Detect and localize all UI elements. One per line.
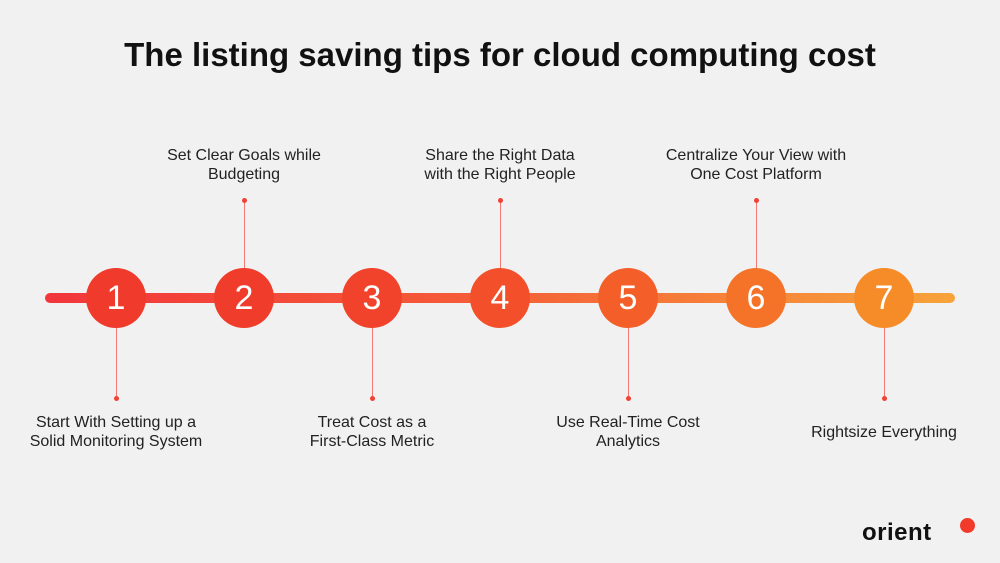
connector-dot [497,198,503,203]
step-label-line: Use Real-Time Cost [556,414,700,431]
step-label: Use Real-Time Cost Analytics [508,413,748,451]
connector-line [883,328,885,398]
step-label-line: Treat Cost as a [317,414,427,431]
step-label-line: Set Clear Goals while [167,147,321,164]
step-label-line: with the Right People [424,166,576,183]
connector-line [371,328,373,398]
step-number-circle: 1 [86,268,146,328]
step-number-circle: 5 [598,268,658,328]
connector-line [115,328,117,398]
orient-logo: orient [862,519,932,546]
step-label-line: Centralize Your View with [665,147,847,164]
connector-dot [113,396,119,401]
logo-dot-icon [960,518,975,533]
connector-dot [881,396,887,401]
step-label: Rightsize Everything [764,423,1000,442]
connector-line [755,200,757,268]
connector-dot [625,396,631,401]
connector-line [627,328,629,398]
step-label: Treat Cost as a First-Class Metric [252,413,492,451]
connector-dot [241,198,247,203]
page-title: The listing saving tips for cloud comput… [124,36,876,73]
step-label-line: One Cost Platform [690,166,822,183]
step-label: Start With Setting up a Solid Monitoring … [0,413,236,451]
connector-line [243,200,245,268]
step-label-line: Share the Right Data [425,147,575,164]
step-number-circle: 3 [342,268,402,328]
step-label: Set Clear Goals while Budgeting [124,146,364,184]
step-label-line: Rightsize Everything [811,424,957,441]
connector-dot [369,396,375,401]
step-label: Centralize Your View with One Cost Platfo… [636,146,876,184]
step-label-line: Analytics [595,433,661,450]
step-number-circle: 7 [854,268,914,328]
step-label: Share the Right Data with the Right Peopl… [380,146,620,184]
step-label-line: Start With Setting up a [35,414,197,431]
step-number-circle: 2 [214,268,274,328]
step-number-circle: 4 [470,268,530,328]
connector-dot [753,198,759,203]
step-label-line: First-Class Metric [309,433,435,450]
step-number-circle: 6 [726,268,786,328]
step-label-line: Budgeting [207,166,281,183]
step-label-line: Solid Monitoring System [29,433,203,450]
connector-line [499,200,501,268]
